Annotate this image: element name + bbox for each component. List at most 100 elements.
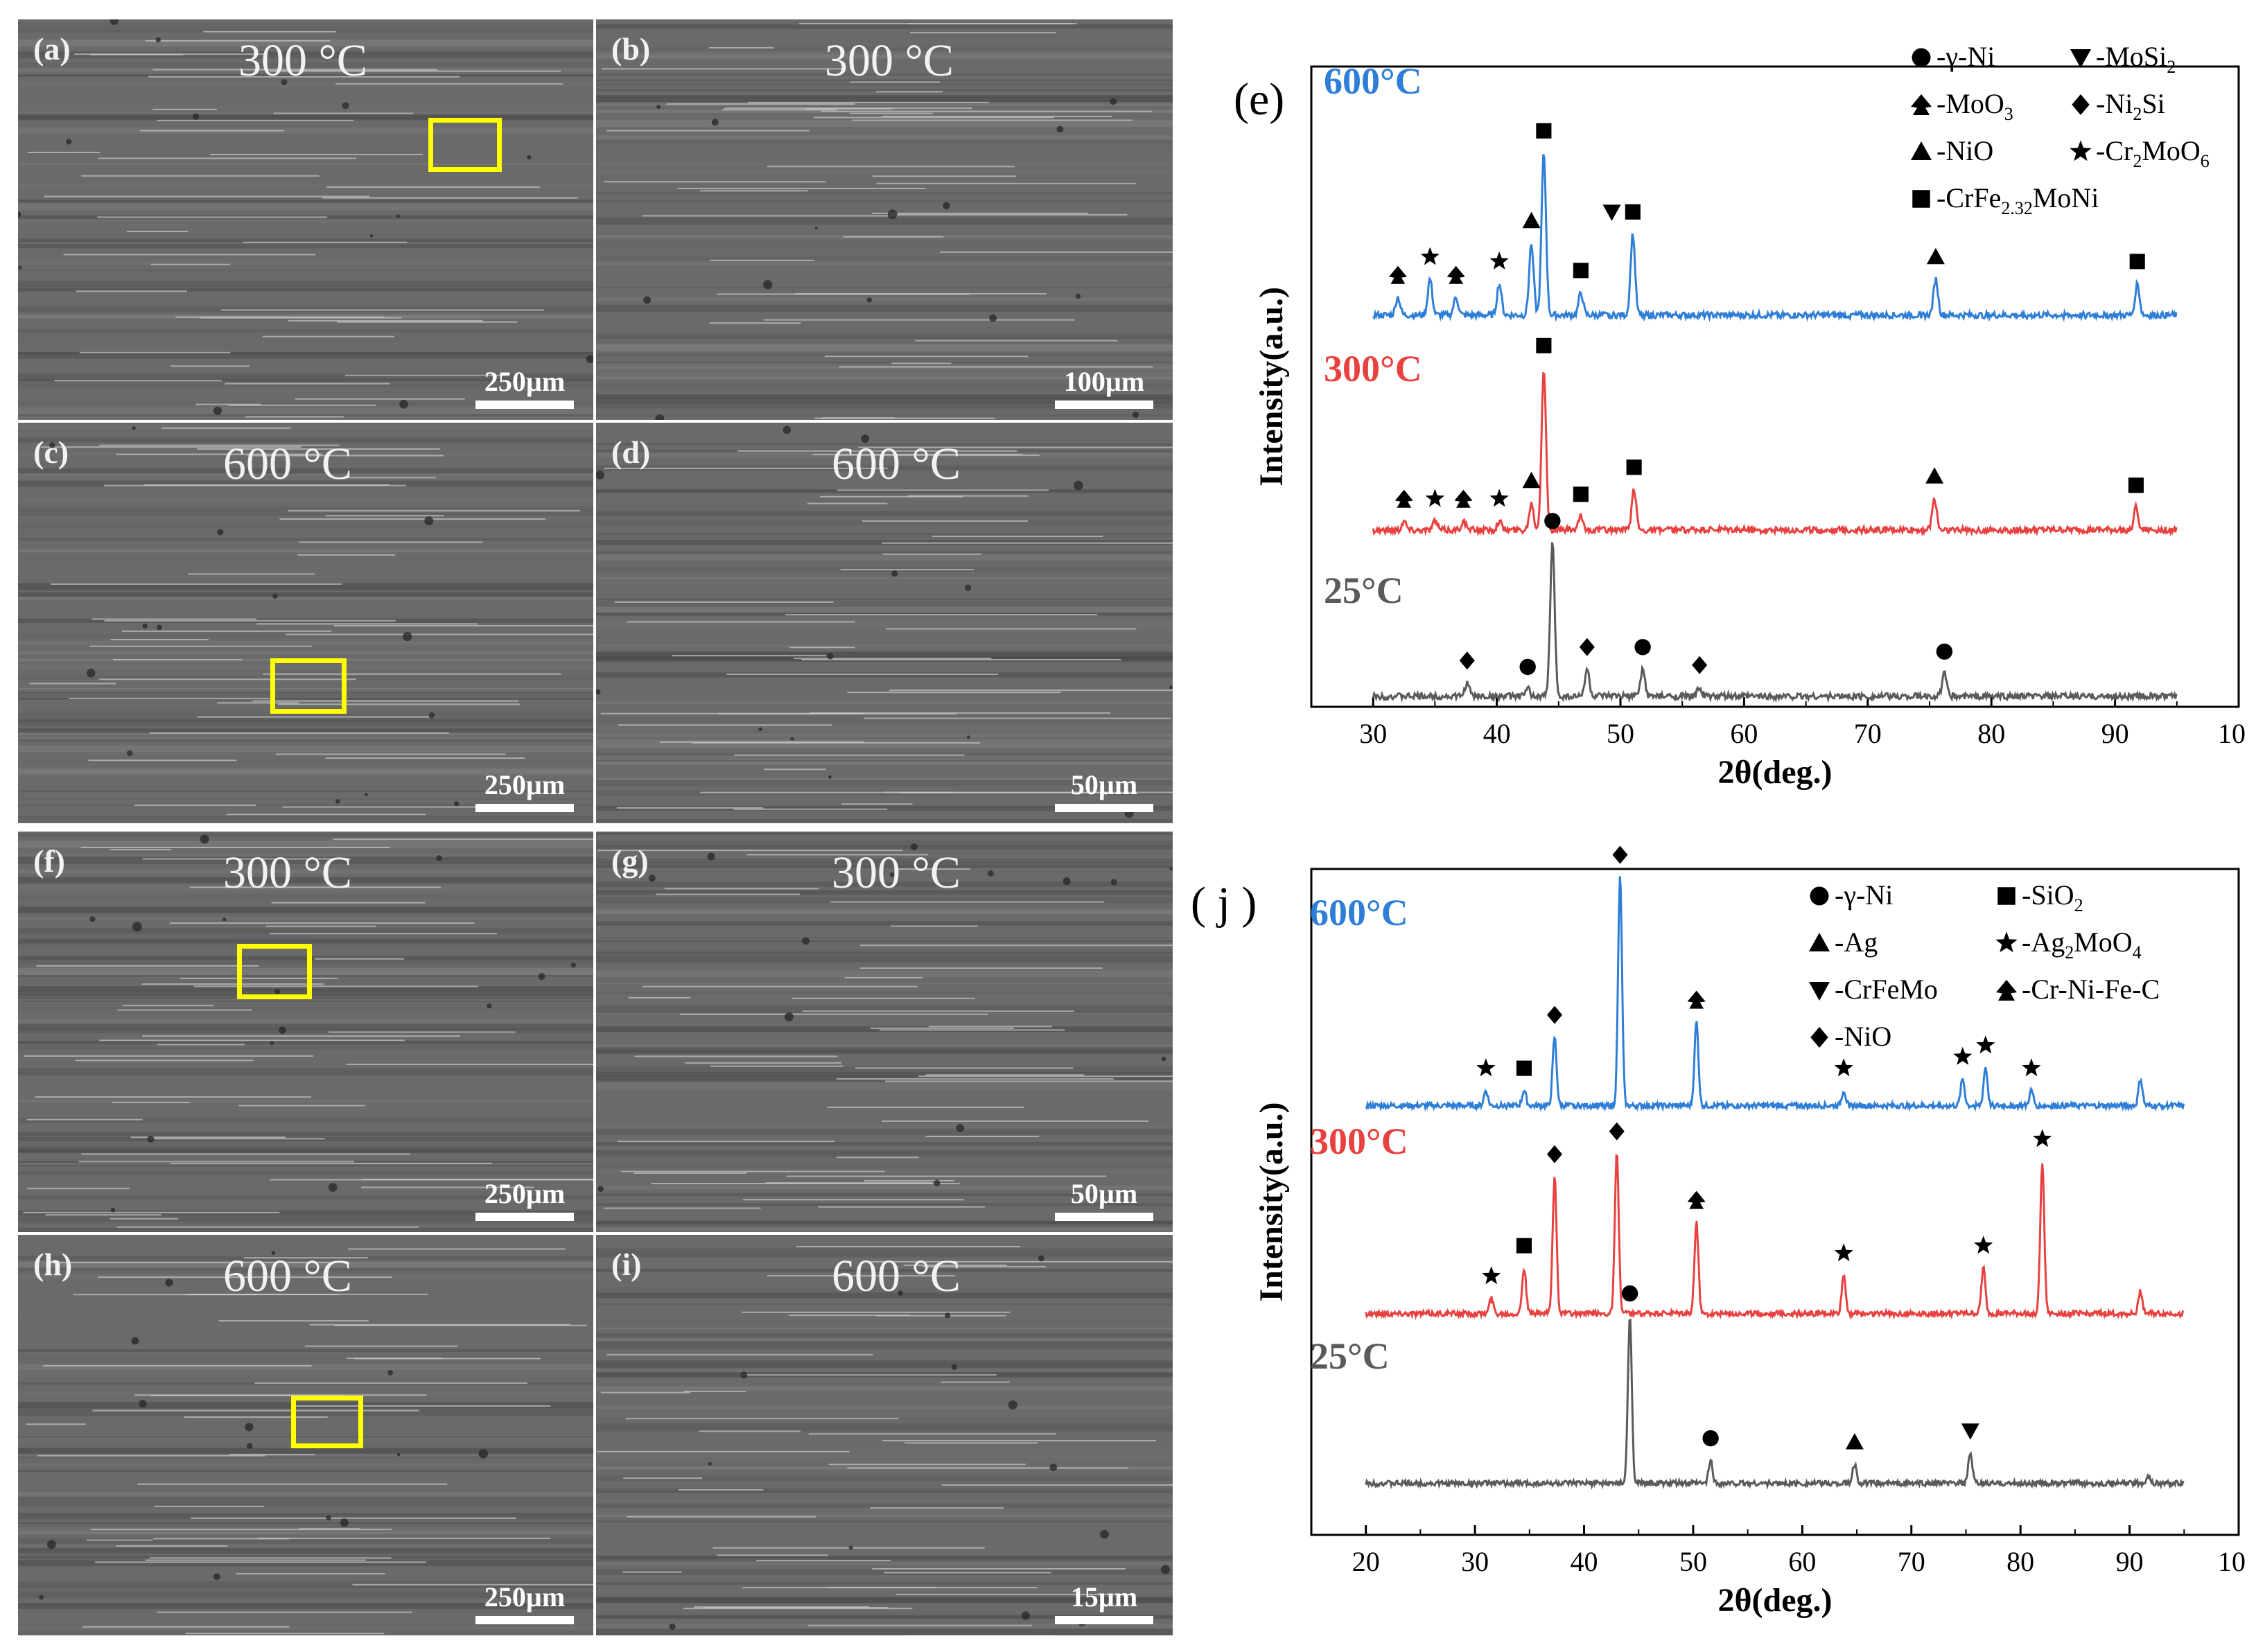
series-line (1372, 371, 2178, 537)
series-line (1372, 154, 2178, 322)
plot-frame (1310, 868, 2240, 1536)
sem-panel-d: (d) 600 °C 50µm (596, 423, 1173, 823)
temperature-label: 600 °C (223, 1251, 352, 1301)
peak-marker-spade (1388, 265, 1407, 284)
panel-label: (a) (33, 31, 71, 67)
peak-marker-square (1573, 486, 1589, 502)
scale-bar: 250µm (475, 1581, 574, 1624)
peak-marker-star (1953, 1046, 1973, 1065)
peak-marker-star (2070, 140, 2092, 161)
sem-panel-b: (b) 300 °C 100µm (596, 19, 1173, 420)
x-tick-label: 100 (2218, 1546, 2246, 1577)
series-line (1365, 1318, 2185, 1491)
series-line (1365, 1154, 2184, 1321)
peak-marker-triangle (1926, 247, 1945, 265)
peak-marker-triangle (1925, 467, 1944, 484)
y-axis-title: Intensity(a.u.) (1253, 1102, 1290, 1301)
peak-marker-square (1536, 123, 1552, 139)
peak-marker-star (2022, 1058, 2041, 1077)
peak-marker-triangle (1911, 141, 1932, 160)
peak-marker-star (1974, 1236, 1993, 1254)
peak-marker-triangle (1845, 1433, 1864, 1450)
temperature-label: 600 °C (223, 439, 352, 489)
peak-marker-star (1482, 1266, 1501, 1285)
peak-marker-star (1425, 489, 1444, 507)
peak-marker-diamond (1810, 1027, 1828, 1048)
peak-marker-spade (1394, 489, 1413, 508)
panel-label: (b) (611, 31, 651, 67)
legend-entry: -Ag (1835, 926, 1878, 958)
peak-marker-circle (1634, 639, 1651, 656)
scale-bar: 50µm (1055, 1177, 1153, 1221)
series-line (1365, 876, 2185, 1112)
sem-panel-a: (a) 300 °C 250µm (18, 19, 593, 420)
scale-bar: 100µm (1055, 365, 1153, 409)
x-tick-label: 80 (1977, 718, 2005, 749)
sem-panel-f: (f) 300 °C 250µm (18, 832, 593, 1232)
peak-marker-spade (1446, 265, 1465, 284)
peak-marker-diamond (1459, 651, 1475, 670)
panel-label: (h) (33, 1247, 73, 1282)
peak-marker-star (1976, 1035, 1995, 1054)
series-label: 600°C (1310, 892, 1408, 933)
series-label: 600°C (1324, 60, 1422, 102)
peak-marker-square (1536, 337, 1552, 353)
y-axis-title: Intensity(a.u.) (1253, 287, 1290, 486)
x-tick-label: 60 (1730, 718, 1758, 749)
series-label: 300°C (1324, 348, 1422, 389)
peak-marker-spade (1996, 980, 2017, 1001)
peak-marker-square (1516, 1238, 1532, 1254)
peak-marker-square (2129, 254, 2145, 270)
zoom-region-box (270, 658, 347, 714)
panel-label: (d) (611, 434, 651, 470)
peak-marker-diamond (2072, 94, 2090, 115)
sem-panel-c: (c) 600 °C 250µm (18, 423, 593, 823)
legend-entry: -CrFeMo (1835, 974, 1938, 1005)
x-tick-label: 30 (1461, 1546, 1489, 1577)
chart-panel-label: (e) (1234, 74, 1284, 125)
sem-texture (18, 19, 593, 420)
zoom-region-box (291, 1396, 363, 1448)
peak-marker-square (1997, 887, 2015, 905)
peak-marker-diamond (1546, 1145, 1563, 1163)
peak-marker-circle (1519, 658, 1536, 676)
legend-entry: -SiO2 (2022, 879, 2083, 915)
legend-entry: -NiO (1835, 1021, 1891, 1052)
scale-bar: 250µm (475, 365, 574, 409)
x-tick-label: 60 (1788, 1546, 1816, 1577)
peak-marker-down-triangle (1602, 204, 1621, 221)
peak-marker-circle (1912, 48, 1931, 67)
series-label: 300°C (1310, 1121, 1408, 1162)
peak-marker-circle (1936, 643, 1953, 660)
legend-entry: -MoO3 (1936, 88, 2013, 124)
x-tick-label: 90 (2116, 1546, 2144, 1577)
scale-bar: 250µm (475, 1177, 574, 1221)
peak-marker-star (1489, 489, 1509, 507)
temperature-label: 300 °C (825, 35, 954, 86)
panel-label: (f) (33, 843, 65, 879)
peak-marker-circle (1544, 513, 1561, 529)
peak-marker-star (1476, 1058, 1496, 1077)
sem-panel-g: (g) 300 °C 50µm (596, 832, 1173, 1232)
peak-marker-diamond (1692, 656, 1708, 674)
peak-marker-diamond (1609, 1122, 1625, 1141)
legend-entry: -Ag2MoO4 (2022, 926, 2142, 963)
scale-bar: 50µm (1055, 768, 1153, 812)
peak-marker-circle (1702, 1430, 1719, 1447)
peak-marker-down-triangle (1809, 982, 1830, 1001)
panel-label: (g) (611, 843, 649, 879)
peak-marker-spade (1687, 990, 1706, 1009)
x-tick-label: 30 (1359, 718, 1387, 749)
peak-marker-spade (1687, 1190, 1706, 1209)
peak-marker-diamond (1546, 1005, 1563, 1024)
x-axis-title: 2θ(deg.) (1717, 754, 1832, 791)
peak-marker-square (1626, 459, 1642, 475)
series-line (1372, 542, 2178, 703)
sem-texture (18, 1235, 593, 1635)
x-tick-label: 90 (2101, 718, 2129, 749)
peak-marker-circle (1810, 886, 1829, 906)
x-tick-label: 70 (1898, 1546, 1925, 1577)
temperature-label: 600 °C (832, 1251, 961, 1301)
temperature-label: 300 °C (238, 35, 367, 86)
peak-marker-star (1489, 252, 1509, 270)
